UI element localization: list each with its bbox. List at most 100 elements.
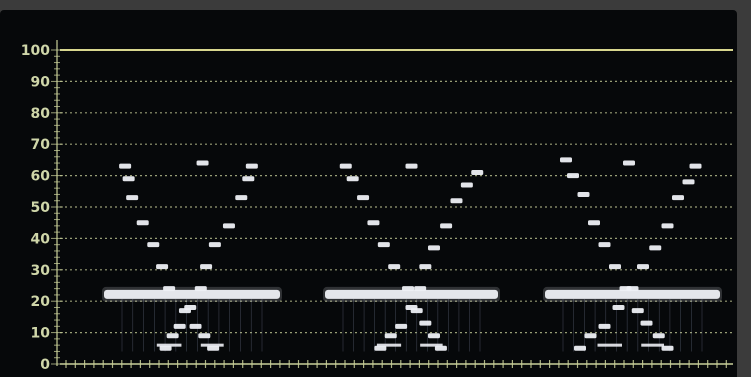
trace-point [434, 345, 447, 351]
trace-point [584, 333, 597, 339]
trace-point [623, 160, 635, 166]
trace-point [136, 220, 149, 226]
trace-point [126, 195, 139, 201]
waveform-scope: 0 10 20 30 40 50 60 70 80 90 100 [0, 10, 737, 377]
y-tick-label: 80 [31, 106, 51, 122]
baseline-ruler [60, 360, 733, 368]
trace-point [626, 286, 639, 292]
trace-point [440, 223, 453, 229]
y-tick-label: 20 [31, 294, 51, 310]
y-tick-label: 0 [40, 357, 50, 373]
trace-bottom-segment [156, 343, 182, 347]
trace-point [414, 286, 427, 292]
trace-point [159, 345, 172, 351]
graticule-lines [60, 49, 733, 334]
trace-point [147, 242, 160, 248]
parade-channel-1 [102, 160, 282, 352]
trace-point [577, 191, 590, 197]
trace-point [194, 286, 207, 292]
trace-point [189, 323, 202, 329]
y-tick-label: 100 [21, 43, 50, 59]
parade-channel-2 [323, 163, 500, 352]
trace-point [460, 182, 473, 188]
trace-point [427, 333, 440, 339]
waveform-graticule: 0 10 20 30 40 50 60 70 80 90 100 [21, 40, 733, 373]
trace-point [377, 242, 390, 248]
trace-point [672, 195, 684, 201]
trace-point [405, 163, 418, 169]
trace-bottom-segment [420, 343, 443, 347]
trace-point [419, 320, 432, 326]
trace-point [367, 220, 380, 226]
trace-point [405, 304, 418, 310]
trace-point [207, 345, 220, 351]
trace-band-glow [543, 286, 722, 302]
trace-point [682, 179, 695, 185]
trace-point [222, 223, 235, 229]
y-tick-label: 90 [31, 74, 51, 90]
trace-point [631, 308, 644, 314]
trace-point [346, 176, 359, 182]
trace-band [545, 289, 720, 299]
trace-band [325, 289, 498, 299]
y-axis-labels: 0 10 20 30 40 50 60 70 80 90 100 [21, 43, 50, 373]
trace-point [637, 264, 649, 270]
trace-point [598, 323, 611, 329]
trace-point [574, 345, 586, 351]
trace-point [649, 245, 662, 251]
trace-point [357, 195, 370, 201]
trace-band [104, 289, 280, 299]
trace-bottom-segment [200, 343, 224, 347]
trace-point [652, 333, 665, 339]
trace-point [419, 264, 432, 270]
trace-point [374, 345, 387, 351]
trace-point [156, 264, 169, 270]
trace-bottom-segment [597, 343, 622, 347]
trace-point [395, 323, 408, 329]
trace-point [640, 320, 653, 326]
trace-point [560, 157, 572, 163]
trace-point [163, 286, 176, 292]
parade-channel-3 [543, 157, 722, 352]
trace-point [402, 286, 415, 292]
trace-point [384, 333, 397, 339]
trace-point [198, 333, 211, 339]
trace-point [567, 173, 579, 179]
trace-point [196, 160, 209, 166]
trace-point [588, 220, 600, 226]
trace-bottom-segment [641, 343, 664, 347]
y-tick-label: 30 [31, 263, 51, 279]
trace-point [339, 163, 352, 169]
y-axis-ticks [51, 40, 63, 366]
trace-point [661, 223, 674, 229]
trace-band-glow [323, 286, 500, 302]
trace-point [689, 163, 702, 169]
trace-point [450, 198, 463, 204]
waveform-traces [102, 157, 722, 352]
y-tick-label: 10 [31, 326, 51, 342]
y-tick-label: 70 [31, 137, 51, 153]
trace-point [173, 323, 186, 329]
trace-point [119, 163, 132, 169]
trace-point [471, 169, 484, 175]
trace-point [166, 333, 179, 339]
trace-point [661, 345, 674, 351]
trace-point [427, 245, 440, 251]
trace-point [242, 176, 255, 182]
trace-point [598, 242, 611, 248]
trace-band-glow [102, 286, 282, 302]
trace-point [184, 304, 197, 310]
trace-point [208, 242, 221, 248]
trace-bottom-segment [376, 343, 402, 347]
trace-point [235, 195, 248, 201]
trace-point [612, 304, 625, 310]
y-tick-label: 50 [31, 200, 51, 216]
trace-point [122, 176, 135, 182]
trace-point [609, 264, 621, 270]
trace-point [245, 163, 258, 169]
y-tick-label: 60 [31, 169, 51, 185]
y-tick-label: 40 [31, 231, 51, 247]
trace-point [200, 264, 213, 270]
trace-point [388, 264, 401, 270]
